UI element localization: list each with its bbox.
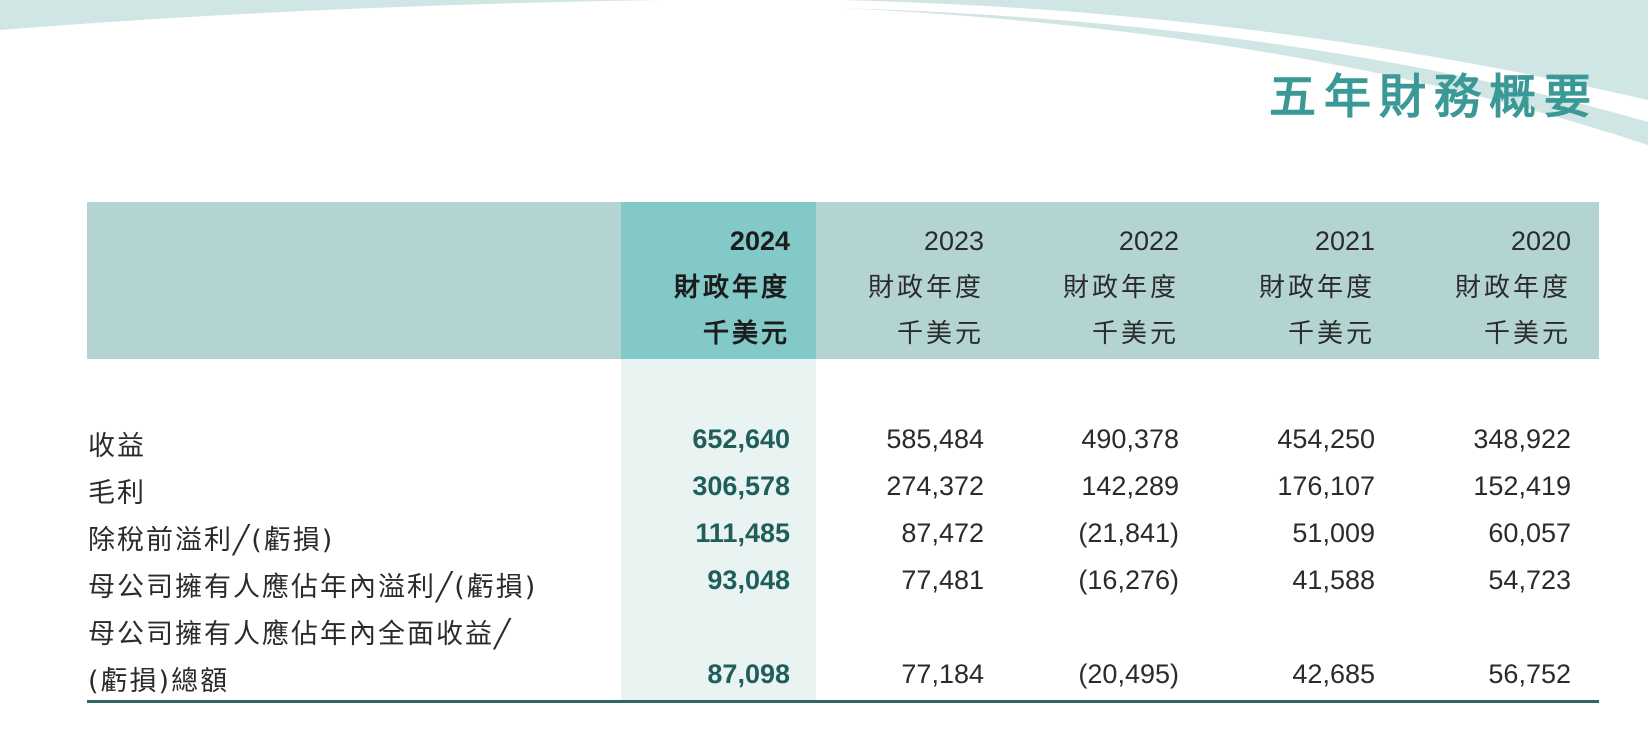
- column-year: 2021: [1314, 226, 1375, 256]
- table-cell: 77,184: [901, 659, 984, 689]
- column-period: 財政年度: [1258, 272, 1375, 303]
- table-cell: 176,107: [1277, 471, 1375, 501]
- column-unit: 千美元: [1287, 319, 1375, 349]
- highlight-column-header: [621, 202, 816, 359]
- table-cell: 87,472: [901, 518, 984, 548]
- column-unit: 千美元: [1091, 319, 1179, 349]
- table-cell: 111,485: [695, 518, 790, 548]
- column-period: 財政年度: [1062, 272, 1179, 303]
- table-cell: 152,419: [1473, 471, 1571, 501]
- table-cell: (16,276): [1078, 565, 1179, 595]
- column-header-2024: 2024 財政年度 千美元: [620, 218, 790, 358]
- table-cell: 652,640: [692, 424, 790, 454]
- table-cell: 585,484: [886, 424, 984, 454]
- row-label-profit-before-tax: 除稅前溢利╱(虧損): [88, 525, 335, 556]
- table-cell: 41,588: [1292, 565, 1375, 595]
- column-header-2022: 2022 財政年度 千美元: [1009, 218, 1179, 358]
- table-bottom-rule: [87, 700, 1599, 703]
- column-year: 2022: [1118, 226, 1179, 256]
- row-label-total-comprehensive-line1: 母公司擁有人應佔年內全面收益╱: [88, 619, 513, 650]
- column-period: 財政年度: [1454, 272, 1571, 303]
- column-header-2021: 2021 財政年度 千美元: [1205, 218, 1375, 358]
- column-year: 2023: [923, 226, 984, 256]
- column-period: 財政年度: [673, 272, 790, 303]
- table-header-band: [87, 202, 1599, 359]
- table-cell: (20,495): [1078, 659, 1179, 689]
- table-cell: 60,057: [1488, 518, 1571, 548]
- row-label-total-comprehensive-line2: (虧損)總額: [88, 666, 230, 697]
- column-unit: 千美元: [702, 319, 790, 349]
- row-label-revenue: 收益: [88, 431, 146, 462]
- table-cell: 306,578: [692, 471, 790, 501]
- table-cell: 51,009: [1292, 518, 1375, 548]
- column-unit: 千美元: [1483, 319, 1571, 349]
- table-cell: 490,378: [1081, 424, 1179, 454]
- table-cell: (21,841): [1078, 518, 1179, 548]
- column-year: 2024: [729, 226, 790, 256]
- table-cell: 348,922: [1473, 424, 1571, 454]
- highlight-column-body: [621, 359, 816, 701]
- column-period: 財政年度: [867, 272, 984, 303]
- table-cell: 93,048: [707, 565, 790, 595]
- column-unit: 千美元: [896, 319, 984, 349]
- table-cell: 142,289: [1081, 471, 1179, 501]
- column-header-2020: 2020 財政年度 千美元: [1401, 218, 1571, 358]
- page-title: 五年財務概要: [1269, 70, 1599, 125]
- table-cell: 274,372: [886, 471, 984, 501]
- row-label-profit-attributable: 母公司擁有人應佔年內溢利╱(虧損): [88, 572, 538, 603]
- column-header-2023: 2023 財政年度 千美元: [814, 218, 984, 358]
- row-label-gross-profit: 毛利: [88, 478, 146, 509]
- table-cell: 56,752: [1488, 659, 1571, 689]
- column-year: 2020: [1510, 226, 1571, 256]
- table-cell: 77,481: [901, 565, 984, 595]
- table-cell: 54,723: [1488, 565, 1571, 595]
- decorative-swoosh: [0, 0, 1648, 145]
- table-cell: 87,098: [707, 659, 790, 689]
- table-cell: 454,250: [1277, 424, 1375, 454]
- table-cell: 42,685: [1292, 659, 1375, 689]
